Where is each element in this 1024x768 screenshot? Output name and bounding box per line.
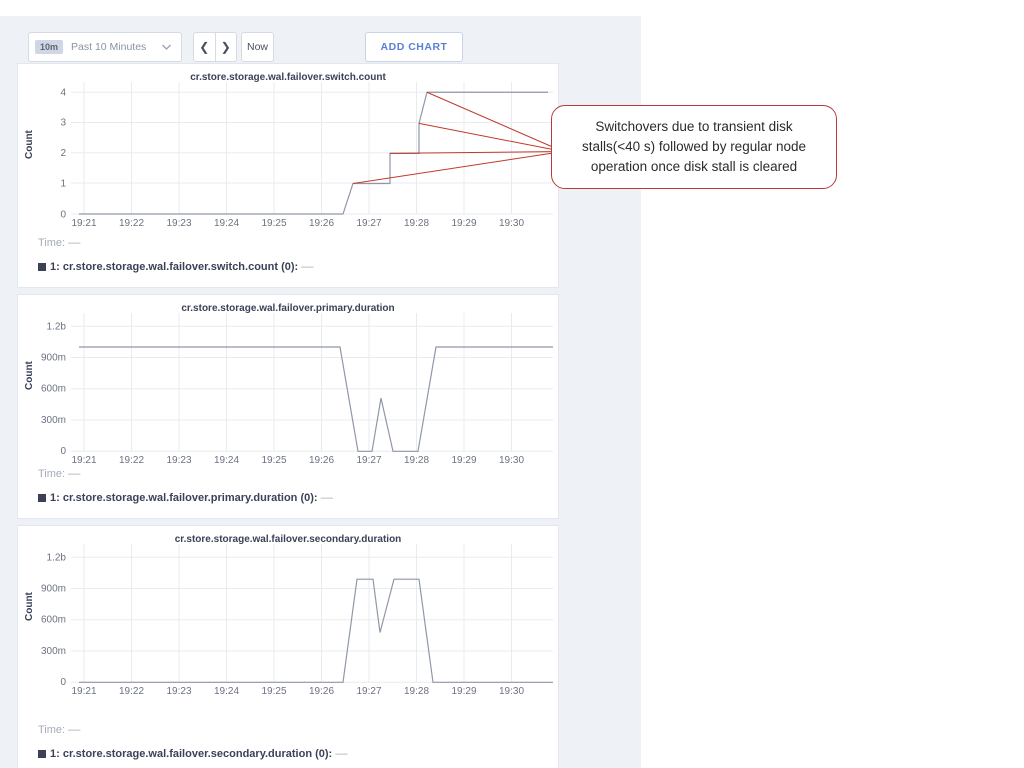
svg-text:600m: 600m xyxy=(41,615,66,626)
svg-text:19:25: 19:25 xyxy=(261,686,286,697)
svg-text:19:30: 19:30 xyxy=(499,455,524,466)
svg-text:19:27: 19:27 xyxy=(356,455,381,466)
svg-text:600m: 600m xyxy=(41,384,66,395)
svg-text:19:29: 19:29 xyxy=(451,455,476,466)
svg-text:19:28: 19:28 xyxy=(404,686,429,697)
svg-text:19:23: 19:23 xyxy=(166,455,191,466)
svg-text:19:22: 19:22 xyxy=(119,686,144,697)
svg-text:19:24: 19:24 xyxy=(214,455,239,466)
svg-text:19:30: 19:30 xyxy=(499,686,524,697)
svg-text:19:26: 19:26 xyxy=(309,686,334,697)
svg-text:19:28: 19:28 xyxy=(404,455,429,466)
svg-text:19:27: 19:27 xyxy=(356,686,381,697)
svg-text:900m: 900m xyxy=(41,353,66,364)
svg-text:19:21: 19:21 xyxy=(71,686,96,697)
svg-text:19:26: 19:26 xyxy=(309,455,334,466)
svg-text:1.2b: 1.2b xyxy=(47,322,67,333)
svg-text:19:22: 19:22 xyxy=(119,455,144,466)
svg-text:1.2b: 1.2b xyxy=(47,553,67,564)
svg-text:900m: 900m xyxy=(41,584,66,595)
svg-text:19:24: 19:24 xyxy=(214,686,239,697)
svg-text:300m: 300m xyxy=(41,646,66,657)
svg-text:0: 0 xyxy=(60,446,66,457)
svg-text:19:23: 19:23 xyxy=(166,686,191,697)
svg-text:19:29: 19:29 xyxy=(451,686,476,697)
svg-text:0: 0 xyxy=(60,677,66,688)
svg-text:19:21: 19:21 xyxy=(71,455,96,466)
svg-text:300m: 300m xyxy=(41,415,66,426)
svg-text:19:25: 19:25 xyxy=(261,455,286,466)
